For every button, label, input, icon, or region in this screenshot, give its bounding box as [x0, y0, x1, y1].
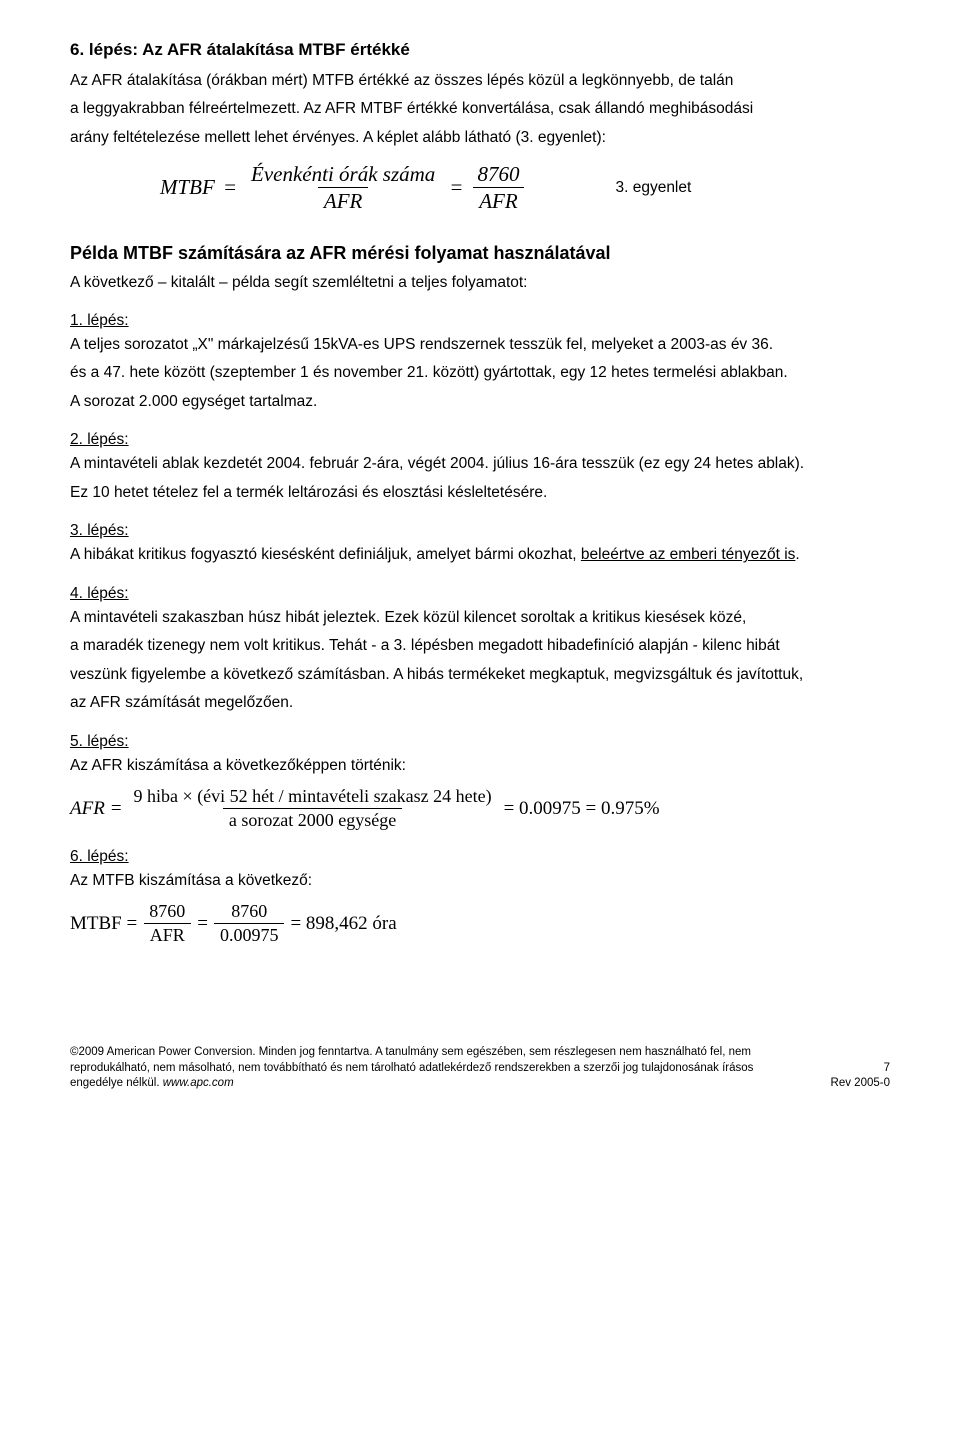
footer-right: 7 Rev 2005-0 — [831, 1061, 890, 1092]
footer-l3: engedélye nélkül. www.apc.com — [70, 1076, 811, 1092]
mtbf2-den1: AFR — [144, 923, 191, 945]
step1-l2: és a 47. hete között (szeptember 1 és no… — [70, 362, 890, 384]
footer-l3a: engedélye nélkül. — [70, 1077, 163, 1089]
step2-l1: A mintavételi ablak kezdetét 2004. febru… — [70, 453, 890, 475]
step1-l3: A sorozat 2.000 egységet tartalmaz. — [70, 391, 890, 413]
footer-l1: ©2009 American Power Conversion. Minden … — [70, 1045, 811, 1061]
afr-frac: 9 hiba × (évi 52 hét / mintavételi szaka… — [128, 787, 498, 830]
step1-l1: A teljes sorozatot „X" márkajelzésű 15kV… — [70, 334, 890, 356]
afr-num: 9 hiba × (évi 52 hét / mintavételi szaka… — [128, 787, 498, 808]
footer: ©2009 American Power Conversion. Minden … — [70, 1045, 890, 1092]
example-intro: A következő – kitalált – példa segít sze… — [70, 272, 890, 294]
afr-lhs: AFR — [70, 798, 105, 820]
step4-l4: az AFR számítását megelőzően. — [70, 692, 890, 714]
mtbf2-frac1: 8760 AFR — [143, 902, 191, 945]
formula-den1: AFR — [318, 187, 368, 212]
step6-l1: Az MTFB kiszámítása a következő: — [70, 870, 890, 892]
mtbf2-lhs: MTBF = — [70, 913, 137, 935]
mtbf2-frac2: 8760 0.00975 — [214, 902, 285, 945]
step4-label: 4. lépés: — [70, 585, 890, 603]
revision: Rev 2005-0 — [831, 1076, 890, 1092]
equation-label: 3. egyenlet — [615, 179, 691, 197]
step2-l2: Ez 10 hetet tételez fel a termék leltáro… — [70, 482, 890, 504]
formula-den2: AFR — [473, 187, 523, 212]
mtbf2-den2: 0.00975 — [214, 923, 285, 945]
footer-left: ©2009 American Power Conversion. Minden … — [70, 1045, 831, 1092]
step4-l1: A mintavételi szakaszban húsz hibát jele… — [70, 607, 890, 629]
page: 6. lépés: Az AFR átalakítása MTBF értékk… — [0, 0, 960, 1122]
formula-num1: Évenkénti órák száma — [245, 163, 441, 187]
mtbf-formula-row: MTBF = Évenkénti órák száma AFR = 8760 A… — [160, 163, 890, 212]
step3-label: 3. lépés: — [70, 522, 890, 540]
mtbf2-num1: 8760 — [143, 902, 191, 923]
footer-link: www.apc.com — [163, 1077, 234, 1089]
afr-formula: AFR = 9 hiba × (évi 52 hét / mintavételi… — [70, 787, 890, 830]
step4-l3: veszünk figyelembe a következő számításb… — [70, 664, 890, 686]
afr-den: a sorozat 2000 egysége — [223, 808, 402, 830]
step5-l1: Az AFR kiszámítása a következőképpen tör… — [70, 755, 890, 777]
step1-label: 1. lépés: — [70, 312, 890, 330]
example-title: Példa MTBF számítására az AFR mérési fol… — [70, 243, 890, 264]
mtbf2-num2: 8760 — [225, 902, 273, 923]
mtbf-formula: MTBF = Évenkénti órák száma AFR = 8760 A… — [160, 163, 525, 212]
afr-eq: = — [111, 798, 122, 820]
afr-rhs: = 0.00975 = 0.975% — [504, 798, 660, 820]
section6-title: 6. lépés: Az AFR átalakítása MTBF értékk… — [70, 40, 890, 60]
step4-l2: a maradék tizenegy nem volt kritikus. Te… — [70, 635, 890, 657]
formula-eq: = — [223, 175, 237, 200]
mtbf2-rhs: = 898,462 óra — [290, 913, 396, 935]
step2-label: 2. lépés: — [70, 431, 890, 449]
step3-l1b: beleértve az emberi tényezőt is — [581, 546, 796, 563]
formula-frac1: Évenkénti órák száma AFR — [245, 163, 441, 212]
mtbf-calc-formula: MTBF = 8760 AFR = 8760 0.00975 = 898,462… — [70, 902, 890, 945]
page-number: 7 — [831, 1061, 890, 1077]
step5-label: 5. lépés: — [70, 733, 890, 751]
footer-l2: reprodukálható, nem másolható, nem továb… — [70, 1061, 811, 1077]
section6-p2: a leggyakrabban félreértelmezett. Az AFR… — [70, 98, 890, 120]
step6-label: 6. lépés: — [70, 848, 890, 866]
step3-l1a: A hibákat kritikus fogyasztó kiesésként … — [70, 546, 581, 563]
formula-lhs: MTBF — [160, 175, 215, 200]
mtbf2-eq2: = — [197, 913, 208, 935]
step3-l1: A hibákat kritikus fogyasztó kiesésként … — [70, 544, 890, 566]
formula-eq2: = — [449, 175, 463, 200]
section6-p3: arány feltételezése mellett lehet érvény… — [70, 127, 890, 149]
formula-frac2: 8760 AFR — [471, 163, 525, 212]
section6-p1: Az AFR átalakítása (órákban mért) MTFB é… — [70, 70, 890, 92]
formula-num2: 8760 — [471, 163, 525, 187]
